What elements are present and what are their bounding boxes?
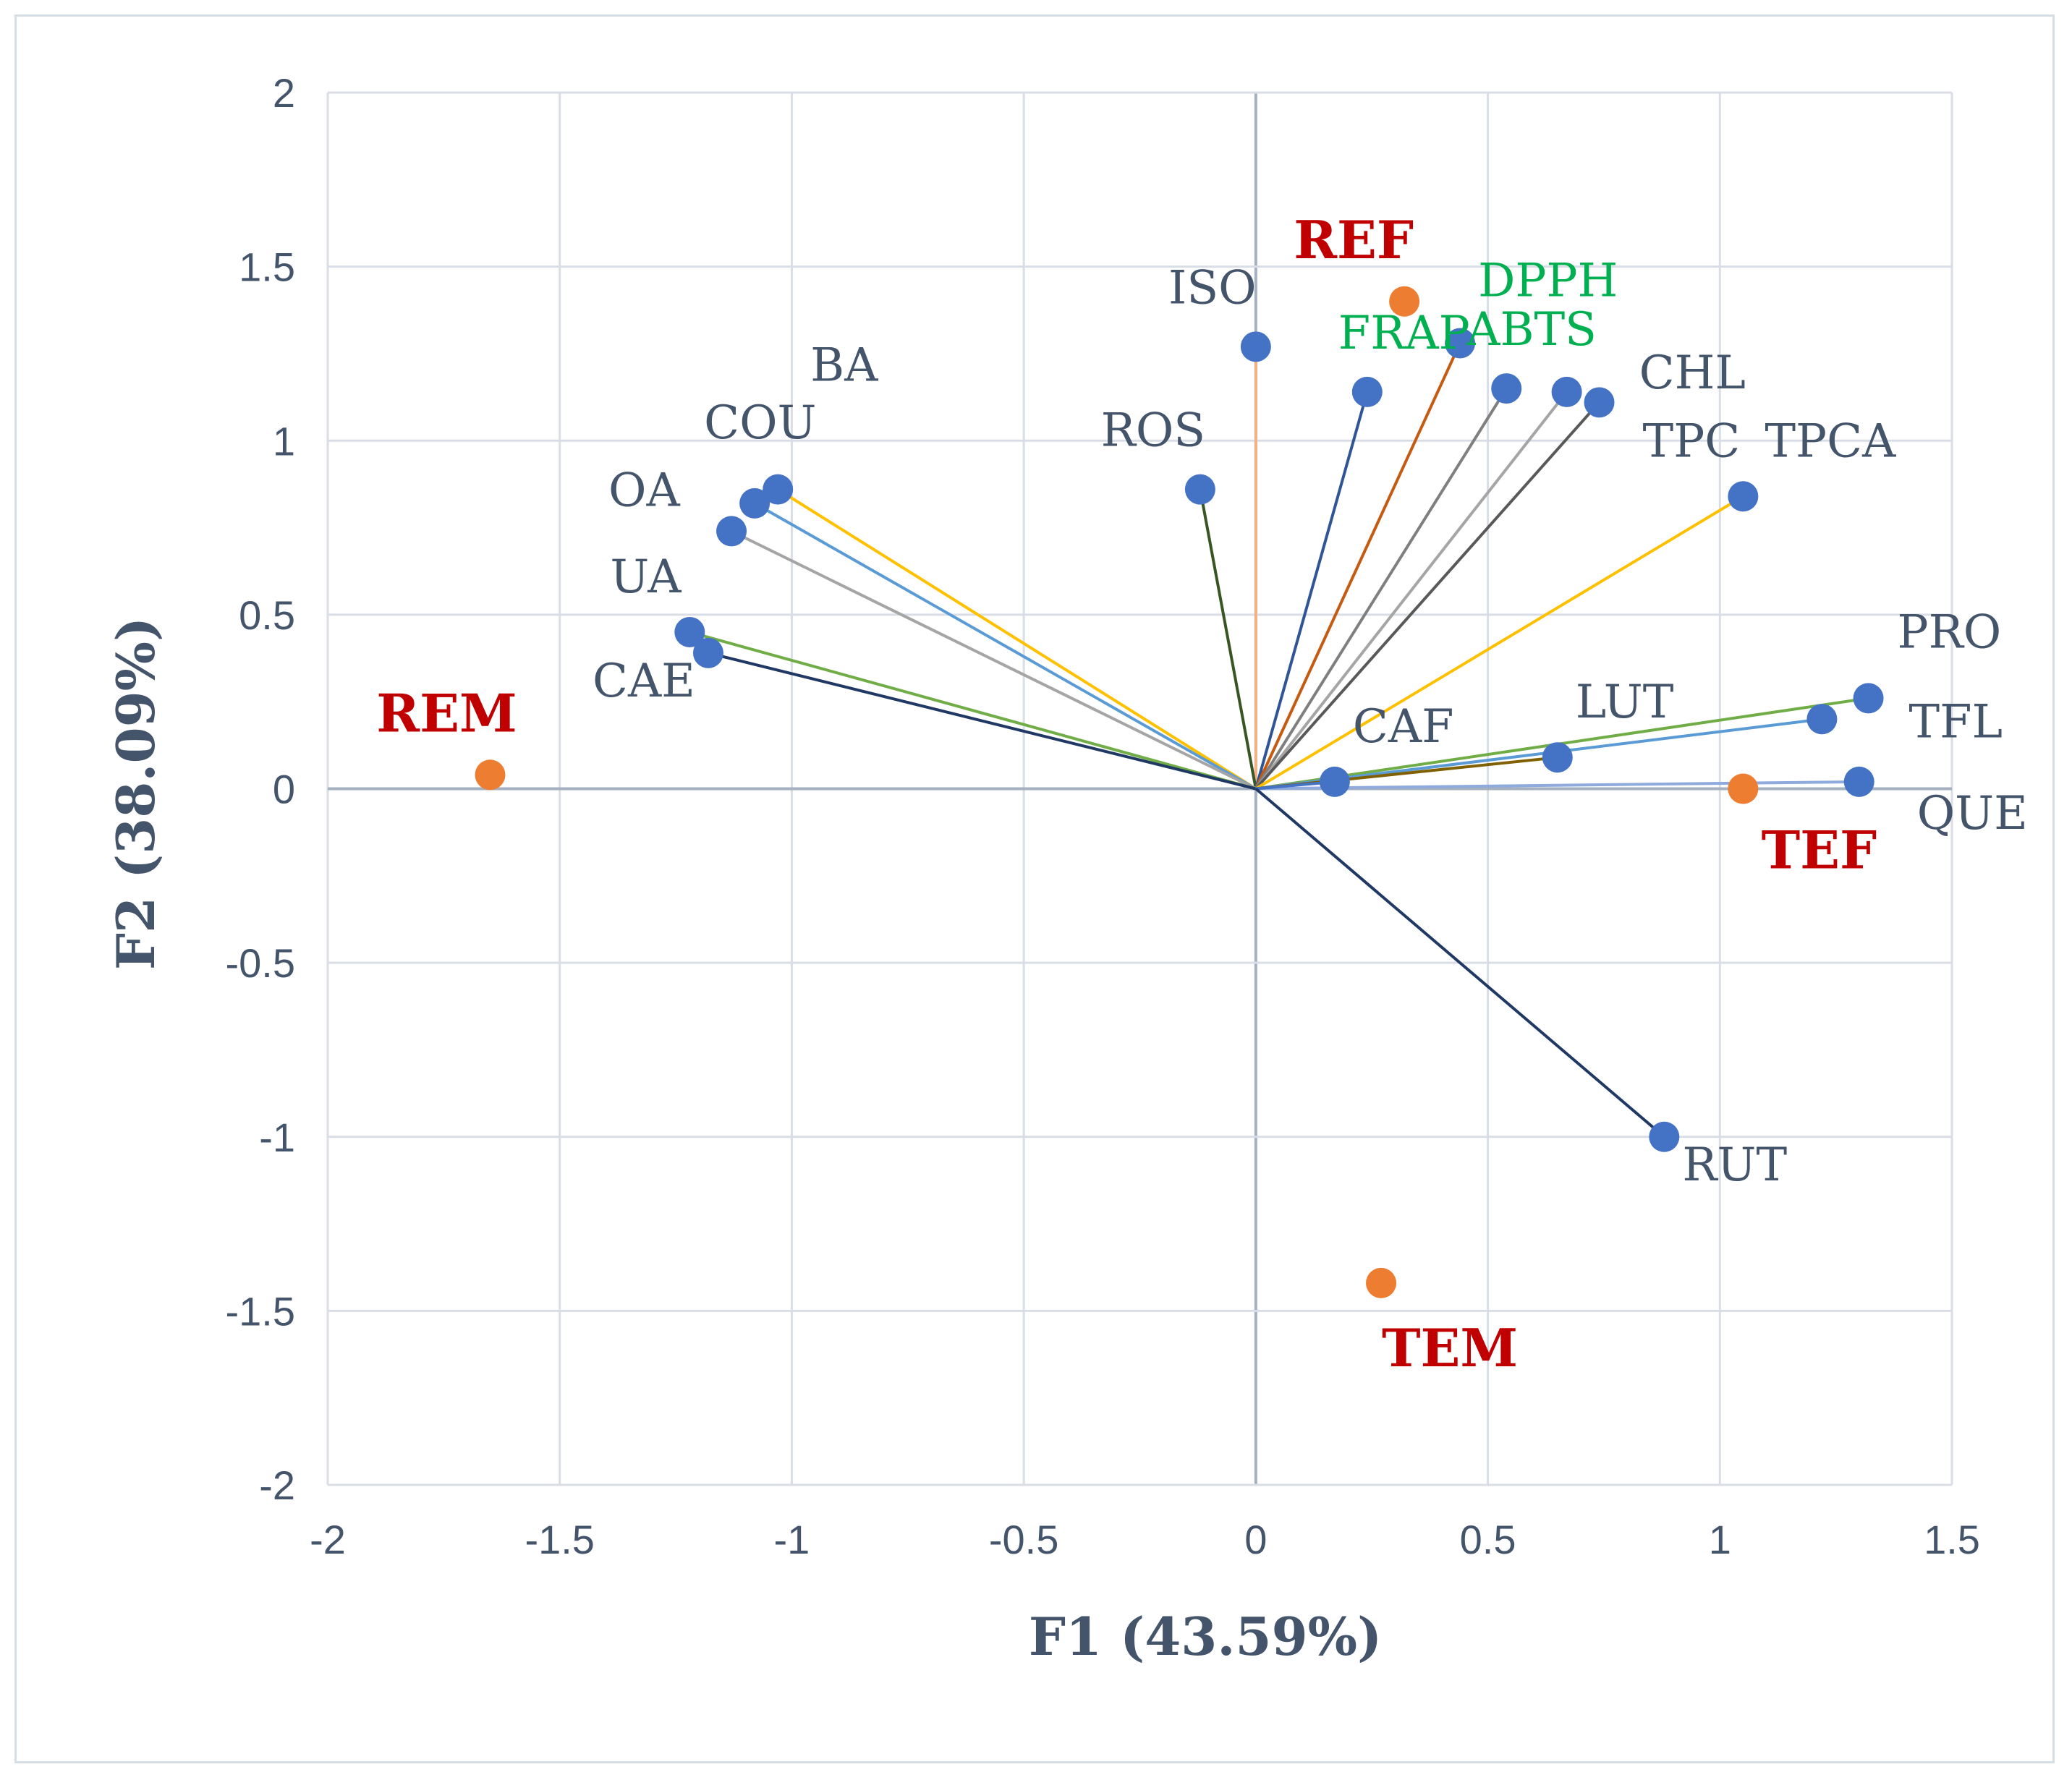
x-tick-label: 1.5 — [1924, 1517, 1980, 1562]
variable-label-rut: RUT — [1682, 1138, 1787, 1192]
variable-label-cou: COU — [704, 396, 816, 450]
variable-point-oa — [716, 516, 747, 547]
y-tick-label: 1 — [273, 418, 295, 464]
x-tick-label: 1 — [1709, 1517, 1731, 1562]
loading-vector-ua — [689, 631, 1257, 791]
loading-vector-dpph — [1254, 342, 1461, 790]
observation-point-rem — [475, 759, 506, 791]
loading-vector-cae — [708, 651, 1257, 791]
y-tick-label: -2 — [259, 1462, 295, 1508]
observation-label-rem: REM — [376, 682, 517, 744]
variable-label-abts: ABTS — [1466, 303, 1597, 357]
variable-point-pro — [1853, 683, 1884, 714]
x-tick-label: -1 — [774, 1517, 810, 1562]
variable-label-iso: ISO — [1168, 261, 1257, 315]
variable-label-dpph: DPPH — [1478, 255, 1618, 308]
variable-point-ros — [1184, 474, 1215, 505]
variable-point-tpc — [1584, 387, 1615, 418]
x-axis-title: F1 (43.59%) — [1029, 1606, 1382, 1667]
variable-point-iso — [1240, 331, 1271, 362]
variable-point-cou — [739, 487, 770, 519]
y-tick-label: 0 — [273, 767, 295, 812]
loading-vector-chl — [1254, 391, 1568, 790]
variable-point-abts — [1491, 373, 1522, 404]
x-tick-label: -0.5 — [989, 1517, 1059, 1562]
variable-label-tpc: TPC — [1643, 414, 1741, 468]
variable-label-ua: UA — [610, 550, 682, 604]
loading-vector-tfl — [1255, 717, 1822, 791]
observation-label-ref: REF — [1294, 209, 1414, 271]
loading-vector-ba — [777, 487, 1257, 791]
variable-label-pro: PRO — [1898, 605, 2002, 659]
variable-label-ros: ROS — [1101, 404, 1206, 458]
variable-label-que: QUE — [1917, 787, 2028, 840]
loading-vector-ros — [1198, 489, 1257, 789]
variable-point-tpca — [1728, 481, 1759, 512]
variable-point-tfl — [1806, 704, 1838, 735]
y-tick-label: -0.5 — [226, 940, 296, 986]
grid-layer — [326, 91, 1953, 1486]
loading-vector-tpc — [1254, 401, 1601, 790]
variable-point-ua — [674, 616, 705, 647]
variable-label-lut: LUT — [1576, 676, 1674, 729]
x-tick-label: -1.5 — [525, 1517, 595, 1562]
variable-point-cae — [692, 637, 723, 668]
variable-point-lut — [1542, 742, 1573, 773]
variable-label-cae: CAE — [593, 655, 695, 708]
variable-point-dpph — [1445, 328, 1476, 359]
observation-point-ref — [1389, 286, 1420, 317]
loading-vector-oa — [731, 529, 1257, 791]
tick-layer: -2 -1.5 -1 -0.5 0 0.5 1 1.5 -2 -1.5 -1 -0.5 0 0.5 1 1.5… — [226, 70, 1980, 1562]
y-tick-label: 1.5 — [239, 244, 295, 290]
loading-vector-frap — [1254, 391, 1369, 790]
x-tick-label: 0 — [1244, 1517, 1267, 1562]
variable-label-frap: FRAP — [1338, 307, 1470, 360]
x-tick-label: -2 — [310, 1517, 346, 1562]
variable-label-chl: CHL — [1639, 346, 1746, 400]
loading-vector-cou — [754, 502, 1257, 791]
y-axis-title: F2 (38.09%) — [105, 617, 166, 970]
observation-point-tem — [1366, 1267, 1397, 1298]
variable-point-que — [1843, 766, 1874, 797]
observation-label-tef: TEF — [1762, 819, 1877, 881]
loading-vector-rut — [1254, 787, 1665, 1138]
loading-vector-tpca — [1254, 495, 1744, 791]
y-tick-label: -1 — [259, 1115, 295, 1160]
variable-point-caf — [1319, 766, 1350, 797]
variable-label-tfl: TFL — [1908, 695, 2003, 749]
chart-frame: ISO ROS FRAP DPPH ABTS CHL TPC TPCA BA COU OA UA CAE… — [14, 14, 2055, 1763]
x-tick-label: 0.5 — [1460, 1517, 1516, 1562]
y-tick-label: 0.5 — [239, 592, 295, 638]
observation-point-tef — [1728, 773, 1759, 804]
loading-vector-que — [1255, 780, 1859, 791]
variable-point-rut — [1649, 1121, 1680, 1152]
variable-label-caf: CAF — [1353, 700, 1454, 754]
observation-label-tem: TEM — [1382, 1317, 1518, 1379]
loading-vector-abts — [1254, 388, 1508, 790]
marker-layer — [475, 286, 1884, 1298]
y-tick-label: -1.5 — [226, 1288, 296, 1334]
y-tick-label: 2 — [273, 70, 295, 116]
variable-point-ba — [763, 474, 794, 505]
variable-point-chl — [1551, 376, 1582, 407]
variable-point-frap — [1351, 376, 1383, 407]
variable-label-ba: BA — [810, 339, 878, 393]
variable-label-oa: OA — [608, 464, 680, 517]
variable-label-tpca: TPCA — [1765, 414, 1896, 468]
